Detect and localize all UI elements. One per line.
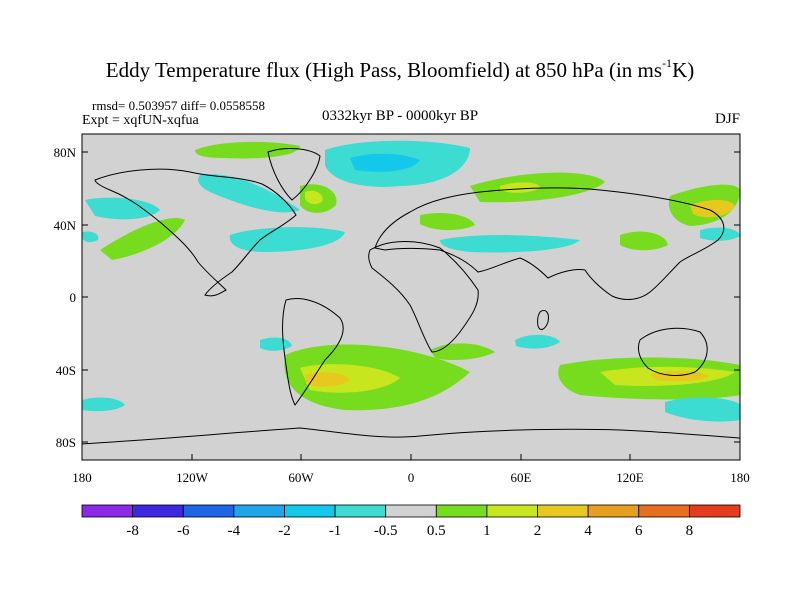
coast-antarctica xyxy=(82,427,740,445)
contour-s-pacific-neg xyxy=(665,397,740,422)
colorbar-swatch xyxy=(385,504,437,518)
colorbar-swatch xyxy=(537,504,589,518)
colorbar-label: 4 xyxy=(584,523,592,539)
coast-south-america xyxy=(282,298,344,406)
contour-nw-pacific-pos2 xyxy=(690,199,735,218)
contour-s-atlantic-pos3 xyxy=(305,372,350,387)
colorbar-label: -6 xyxy=(177,523,190,539)
colorbar-label: 8 xyxy=(686,523,694,539)
colorbar-swatch xyxy=(486,504,538,518)
colorbar-label: 6 xyxy=(635,523,643,539)
experiment-label: Expt = xqfUN-xqfua xyxy=(82,113,199,128)
y-tick-label: 40N xyxy=(54,218,77,233)
contour-date-line-neg xyxy=(82,231,99,243)
contour-china-pos xyxy=(620,231,668,251)
coast-eurasia xyxy=(374,187,725,300)
map-frame xyxy=(81,133,741,461)
colorbar-swatch xyxy=(182,504,235,518)
coastlines xyxy=(82,148,740,445)
x-tick-label: 180 xyxy=(730,470,750,485)
contour-n-atlantic-pos2 xyxy=(305,190,323,205)
contour-greenland-north xyxy=(195,141,300,159)
y-tick-label: 0 xyxy=(70,290,77,305)
chart-title: Eddy Temperature flux (High Pass, Bloomf… xyxy=(105,56,695,82)
coast-north-america xyxy=(94,168,297,297)
colorbar-swatch xyxy=(81,504,134,518)
contour-s-africa-pos xyxy=(430,343,495,360)
contour-europe-pos xyxy=(420,213,475,231)
colorbar: -8 -6 -4 -2 -1 -0.5 0.5 1 2 4 6 8 xyxy=(81,504,741,539)
x-tick-label: 60E xyxy=(511,470,532,485)
x-tick-label: 60W xyxy=(288,470,314,485)
colorbar-label: 2 xyxy=(534,523,542,539)
colorbar-swatch xyxy=(334,504,387,518)
contour-pacific-neg xyxy=(700,227,740,241)
contour-n-pacific-pos xyxy=(100,218,185,260)
x-tick-label: 120E xyxy=(616,470,644,485)
stats-label: rmsd= 0.503957 diff= 0.0558558 xyxy=(92,98,265,113)
contour-labrador xyxy=(198,174,300,213)
colorbar-swatch xyxy=(233,504,285,518)
colorbar-swatch xyxy=(284,504,336,518)
coast-australia xyxy=(637,327,708,376)
colorbar-label: 0.5 xyxy=(427,523,446,539)
x-tick-label: 120W xyxy=(176,470,209,485)
y-tick-label: 40S xyxy=(56,363,76,378)
colorbar-label: -0.5 xyxy=(374,523,398,539)
period-label: 0332kyr BP - 0000kyr BP xyxy=(321,108,479,124)
contour-s-pacific-neg-west xyxy=(82,397,125,412)
colorbar-swatch xyxy=(132,504,184,518)
x-tick-label: 180 xyxy=(72,470,92,485)
contour-asia-neg xyxy=(440,235,580,253)
contour-s-indian-pos3 xyxy=(650,371,710,382)
colorbar-swatch xyxy=(435,504,488,518)
season-label: DJF xyxy=(714,111,740,127)
colorbar-swatch xyxy=(638,504,690,518)
x-tick-label: 0 xyxy=(408,470,415,485)
coast-madagascar xyxy=(537,309,549,330)
coast-greenland xyxy=(267,148,321,201)
colorbar-label: -4 xyxy=(228,523,241,539)
colorbar-label: 1 xyxy=(483,523,491,539)
colorbar-swatch xyxy=(587,504,640,518)
contour-arctic-core xyxy=(350,153,420,172)
colorbar-label: -1 xyxy=(329,523,342,539)
y-tick-label: 80N xyxy=(54,145,77,160)
contour-siberia-pos2 xyxy=(500,182,540,193)
colorbar-label: -8 xyxy=(126,523,139,539)
contour-n-atlantic-neg xyxy=(229,227,345,252)
contour-n-pacific-neg xyxy=(85,197,160,220)
coast-africa xyxy=(368,241,479,353)
map-background xyxy=(82,134,740,460)
contour-indian-neg xyxy=(515,334,560,349)
colorbar-label: -2 xyxy=(278,523,291,539)
y-tick-label: 80S xyxy=(56,435,76,450)
colorbar-swatch xyxy=(688,504,741,518)
anomaly-contours xyxy=(82,140,740,422)
